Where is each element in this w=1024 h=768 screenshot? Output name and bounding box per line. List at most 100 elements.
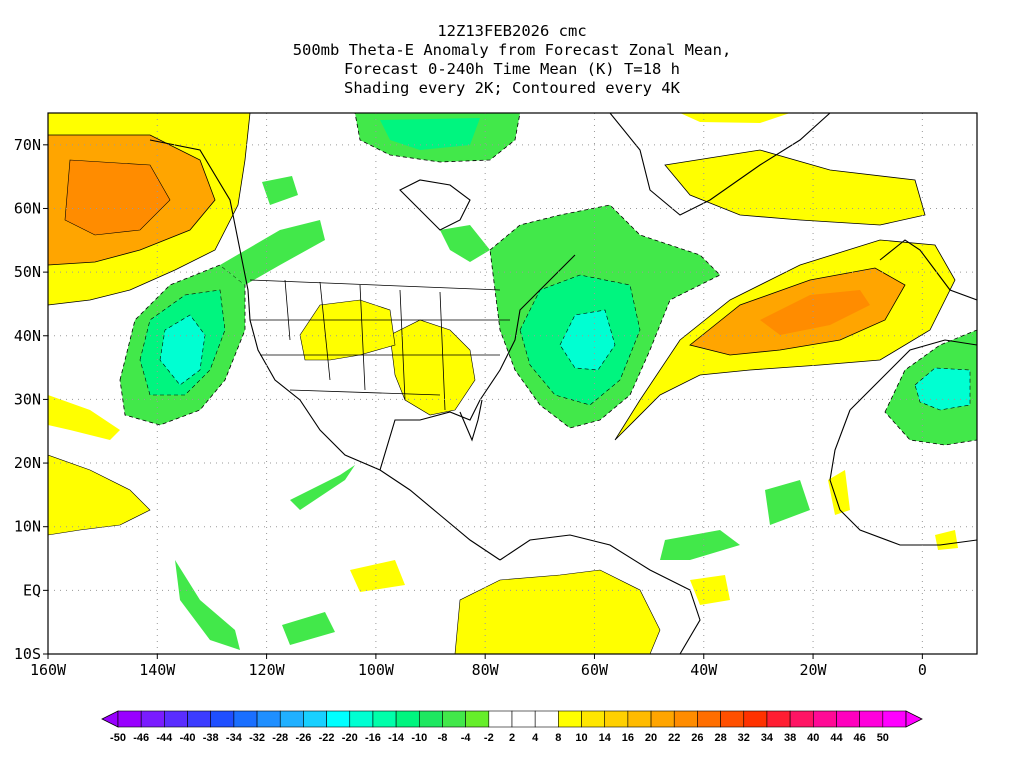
colorbar-label: 14 [599,732,612,744]
colorbar-swatch [836,710,860,728]
lon-tick-label: 100W [358,661,395,679]
colorbar-swatch [604,710,629,728]
colorbar-label: -20 [342,732,358,744]
colorbar-label: 20 [645,732,657,744]
colorbar-swatch [187,710,212,728]
lat-tick-label: 10S [14,645,41,663]
colorbar-label: 8 [555,732,561,744]
lat-tick-label: 30N [14,390,41,408]
colorbar-swatch [511,710,536,728]
colorbar-label: -16 [365,732,381,744]
negative-anomaly-atlantic-core [559,309,616,371]
colorbar-swatch [349,710,374,728]
title-line-4: Shading every 2K; Contoured every 4K [344,79,680,97]
lon-tick-label: 0 [918,661,927,679]
colorbar-swatch [164,710,188,728]
positive-anomaly-africa-gulf [935,530,958,550]
lon-tick-label: 60W [581,661,609,679]
colorbar-swatch [117,710,142,728]
colorbar-label: 4 [532,732,539,744]
colorbar-label: 46 [854,732,866,744]
lat-tick-label: 60N [14,199,41,217]
colorbar-label: -34 [226,732,243,744]
coastline-greenland [609,113,831,216]
colorbar-swatch [558,710,582,728]
colorbar-label: 34 [761,732,774,744]
positive-anomaly-greenland [664,149,926,226]
colorbar-label: 10 [575,732,587,744]
title-line-1: 12Z13FEB2026 cmc [437,22,587,40]
colorbar-swatch [303,710,327,728]
colorbar-swatch [395,710,420,728]
colorbar-label: -32 [249,732,265,744]
colorbar-label: -4 [461,732,472,744]
colorbar-swatch [233,710,258,728]
positive-anomaly-us-southeast [389,319,476,416]
coastlines [149,113,977,654]
colorbar-swatch [465,710,490,728]
coastline-florida [459,399,483,442]
colorbar-swatch [372,710,397,728]
positive-anomaly-arctic [680,113,790,123]
lon-tick-label: 20W [800,661,828,679]
lat-tick-label: 20N [14,454,41,472]
colorbar-swatch [442,710,466,728]
anomaly-shading [48,113,977,654]
title-block: 12Z13FEB2026 cmc 500mb Theta-E Anomaly f… [0,22,1024,98]
colorbar-swatch [743,710,768,728]
positive-anomaly-tropical-pacific [48,454,151,536]
colorbar-swatch [534,710,559,728]
lat-tick-label: EQ [23,581,41,599]
positive-anomaly-us-central [299,299,396,361]
positive-anomaly-alaska-core [64,159,171,236]
colorbar-label: 2 [509,732,515,744]
negative-anomaly-tropical-pac [175,560,240,650]
negative-anomaly-africa-core [914,367,971,411]
lat-tick-label: 50N [14,263,41,281]
colorbar-label: 38 [784,732,796,744]
colorbar-swatch [279,710,304,728]
colorbar-label: -22 [319,732,335,744]
negative-anomaly-islands [262,176,298,205]
positive-anomaly-south-america [454,569,661,654]
colorbar-label: -10 [411,732,427,744]
colorbar-swatch [697,710,721,728]
negative-anomaly-tropical-atl2 [660,530,740,560]
colorbar-swatch [627,710,652,728]
negative-anomaly-pacific-arm [220,220,325,285]
colorbar-label: -2 [484,732,494,744]
colorbar-swatch [210,710,235,728]
colorbar-arrow-right [905,710,923,728]
colorbar-label: 50 [877,732,889,744]
colorbar-label: 22 [668,732,680,744]
lon-tick-label: 160W [30,661,67,679]
colorbar-label: 40 [807,732,819,744]
coastline-hudson [399,179,471,231]
colorbar-swatch [326,710,351,728]
lat-tick-label: 10N [14,518,41,536]
map-frame [47,112,978,655]
lat-tick-label: 40N [14,327,41,345]
colorbar-label: -26 [295,732,311,744]
lon-tick-label: 40W [690,661,718,679]
coastline-na-east [379,254,576,471]
negative-anomaly-hudson [440,225,490,262]
colorbar-swatch [581,710,606,728]
colorbar-arrow-left [101,710,119,728]
colorbar-label: -28 [272,732,288,744]
colorbar-label: -8 [438,732,448,744]
colorbar-swatch [812,710,837,728]
colorbar-swatch [418,710,443,728]
title-line-2: 500mb Theta-E Anomaly from Forecast Zona… [292,41,732,59]
axes: 160W 140W 120W 100W 80W 60W 40W 20W 0 70N 60N 50N 40… [14,136,927,679]
positive-anomaly-caribbean [350,560,405,592]
coastline-na-west [149,139,501,561]
negative-anomaly-tropical-pac2 [282,612,335,645]
coastline-europe [879,239,977,301]
colorbar-label: 16 [622,732,634,744]
negative-anomaly-equatorial [290,465,355,510]
colorbar-label: 44 [830,732,843,744]
negative-anomaly-pacific-core [159,314,206,386]
colorbar-swatch [488,710,513,728]
